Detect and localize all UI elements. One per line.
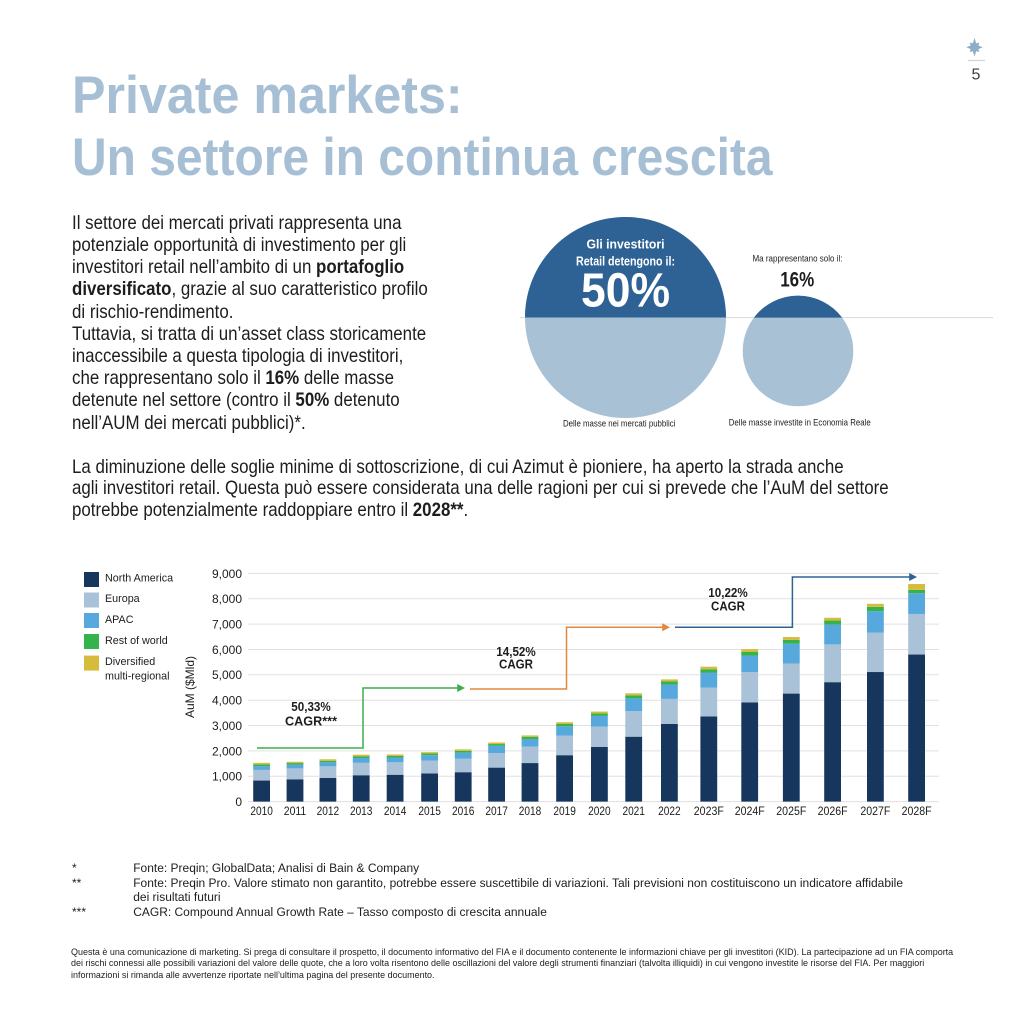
svg-text:7,000: 7,000 (212, 618, 242, 632)
svg-text:6,000: 6,000 (212, 643, 242, 657)
svg-text:16%: 16% (780, 269, 814, 292)
svg-text:9,000: 9,000 (212, 567, 242, 581)
svg-text:2025F: 2025F (776, 804, 806, 818)
svg-text:CAGR: CAGR (711, 599, 745, 614)
svg-text:2026F: 2026F (818, 804, 848, 818)
svg-text:2027F: 2027F (860, 804, 890, 818)
svg-text:APAC: APAC (105, 614, 134, 626)
svg-text:Rest of world: Rest of world (105, 635, 168, 647)
svg-text:1,000: 1,000 (212, 770, 242, 784)
svg-text:Diversified: Diversified (105, 656, 155, 668)
svg-text:2015: 2015 (418, 804, 441, 818)
svg-text:Retail detengono il:: Retail detengono il: (576, 253, 675, 268)
svg-text:2010: 2010 (250, 804, 273, 818)
svg-text:2024F: 2024F (735, 804, 765, 818)
svg-text:2,000: 2,000 (212, 744, 242, 758)
svg-text:Europa: Europa (105, 593, 140, 605)
svg-text:0: 0 (235, 795, 242, 809)
svg-text:2012: 2012 (317, 804, 340, 818)
svg-text:2021: 2021 (622, 804, 645, 818)
svg-text:2011: 2011 (284, 804, 307, 818)
svg-text:2013: 2013 (350, 804, 373, 818)
svg-text:2018: 2018 (519, 804, 542, 818)
svg-text:North America: North America (105, 572, 173, 584)
svg-text:CAGR: CAGR (499, 657, 533, 672)
svg-text:10,22%: 10,22% (708, 585, 748, 600)
svg-text:2020: 2020 (588, 804, 611, 818)
svg-text:5,000: 5,000 (212, 668, 242, 682)
svg-text:50%: 50% (581, 265, 670, 318)
svg-text:Ma rappresentano solo il:: Ma rappresentano solo il: (753, 253, 843, 264)
svg-text:2022: 2022 (658, 804, 681, 818)
svg-text:Delle masse nei mercati pubbli: Delle masse nei mercati pubblici (563, 419, 676, 429)
svg-text:multi-regional: multi-regional (105, 671, 170, 683)
svg-text:2019: 2019 (553, 804, 576, 818)
svg-text:5: 5 (972, 66, 981, 83)
svg-text:14,52%: 14,52% (496, 644, 536, 659)
svg-text:2014: 2014 (384, 804, 407, 818)
svg-text:CAGR***: CAGR*** (285, 713, 337, 728)
svg-text:2016: 2016 (452, 804, 475, 818)
svg-text:2028F: 2028F (902, 804, 932, 818)
svg-text:AuM ($Mld): AuM ($Mld) (183, 656, 197, 718)
svg-text:Gli investitori: Gli investitori (587, 237, 665, 252)
svg-text:Delle masse investite in Econo: Delle masse investite in Economia Reale (729, 418, 871, 428)
svg-text:2017: 2017 (485, 804, 508, 818)
svg-text:50,33%: 50,33% (291, 699, 331, 714)
svg-text:8,000: 8,000 (212, 592, 242, 606)
svg-text:4,000: 4,000 (212, 694, 242, 708)
svg-text:2023F: 2023F (694, 804, 724, 818)
svg-text:3,000: 3,000 (212, 719, 242, 733)
